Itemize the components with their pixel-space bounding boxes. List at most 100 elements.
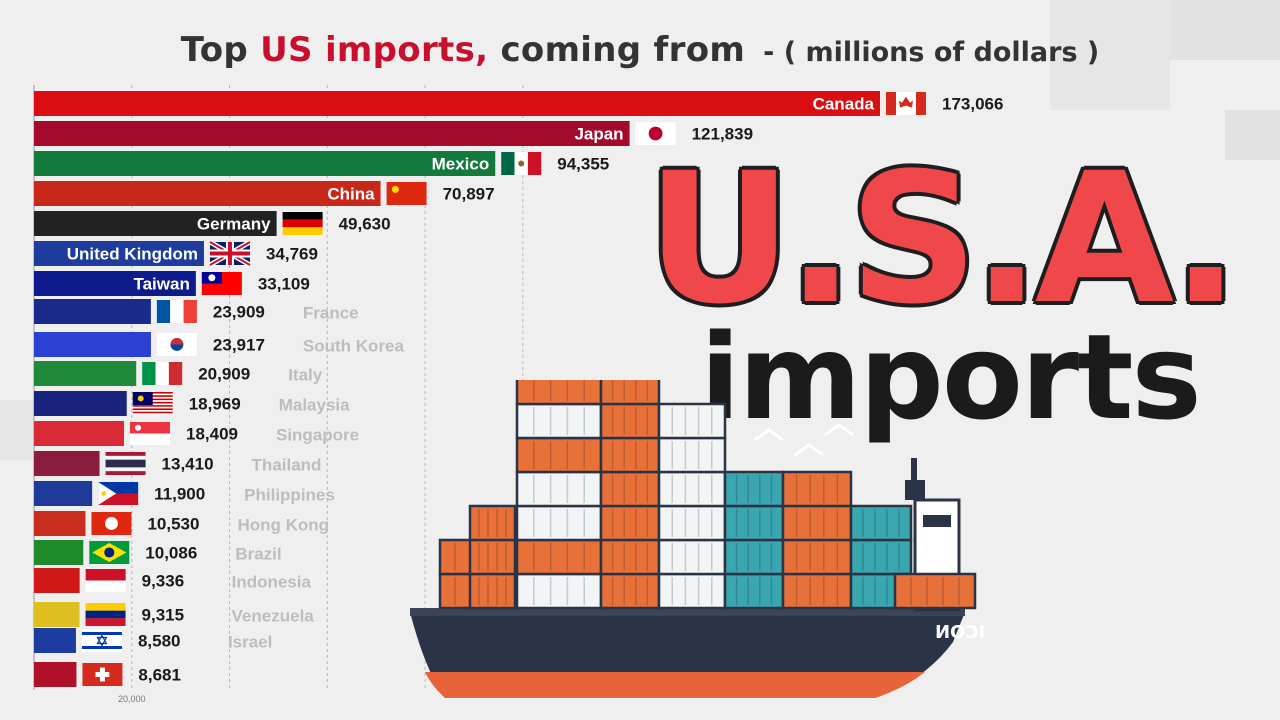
container	[723, 470, 785, 508]
title-suffix: coming from	[488, 30, 746, 70]
bar-label: China	[327, 185, 375, 204]
container	[657, 538, 727, 576]
container	[849, 504, 913, 542]
container	[657, 402, 727, 440]
x-tick-label: 20,000	[118, 694, 146, 704]
value-label: 173,066	[942, 95, 1003, 114]
container	[599, 504, 661, 542]
headline-imports: imports	[700, 308, 1202, 446]
category-label: Singapore	[276, 426, 359, 445]
flag-thailand-icon	[105, 452, 146, 475]
container	[515, 504, 603, 542]
value-label: 10,530	[147, 515, 199, 534]
bar	[34, 271, 196, 296]
flag-israel-icon	[81, 629, 122, 652]
container	[599, 402, 661, 440]
value-label: 18,969	[189, 395, 241, 414]
container	[781, 504, 853, 542]
background-tile	[0, 400, 34, 460]
bar	[34, 211, 277, 236]
container	[515, 538, 603, 576]
chart-units: - ( millions of dollars )	[763, 37, 1100, 68]
flag-singapore-icon	[129, 422, 170, 445]
bar	[34, 299, 151, 324]
flag-indonesia-icon	[85, 569, 126, 592]
bar	[34, 481, 93, 506]
container	[599, 436, 661, 474]
value-label: 49,630	[339, 215, 391, 234]
flag-uk-icon	[208, 239, 252, 268]
container	[657, 436, 727, 474]
category-label: Hong Kong	[237, 516, 329, 535]
container	[599, 538, 661, 576]
container	[468, 572, 517, 610]
bar-label: Mexico	[432, 155, 490, 174]
container	[515, 470, 603, 508]
container	[781, 538, 853, 576]
bar	[34, 121, 630, 146]
bar-label: Germany	[197, 215, 271, 234]
value-label: 9,315	[142, 606, 185, 625]
container	[515, 436, 603, 474]
container	[599, 380, 661, 406]
value-label: 94,355	[557, 155, 609, 174]
category-label: Brazil	[235, 545, 281, 564]
bar	[34, 568, 80, 593]
value-label: 8,681	[138, 666, 181, 685]
container	[723, 538, 785, 576]
category-label: Indonesia	[232, 573, 312, 592]
container	[723, 504, 785, 542]
value-label: 121,839	[692, 125, 753, 144]
flag-japan-icon	[635, 122, 676, 145]
container	[657, 470, 727, 508]
flag-taiwan-icon	[201, 272, 242, 295]
container	[781, 572, 853, 610]
bar	[34, 181, 381, 206]
flag-switzerland-icon	[82, 663, 123, 686]
background-tile	[1050, 0, 1170, 110]
container	[468, 504, 517, 542]
container	[468, 538, 517, 576]
value-label: 13,410	[162, 455, 214, 474]
container	[893, 572, 977, 610]
category-label: France	[303, 304, 359, 323]
value-label: 70,897	[443, 185, 495, 204]
bar	[34, 662, 77, 687]
flag-canada-icon	[886, 92, 926, 115]
flag-germany-icon	[282, 212, 323, 235]
flag-italy-icon	[142, 362, 183, 385]
ship-name: ICON	[935, 622, 985, 643]
container	[849, 538, 913, 576]
value-label: 8,580	[138, 632, 181, 651]
category-label: Malaysia	[279, 396, 350, 415]
flag-hong-kong-icon	[91, 512, 132, 535]
container	[781, 470, 853, 508]
bar-label: Japan	[574, 125, 623, 144]
value-label: 20,909	[198, 365, 250, 384]
flag-venezuela-icon	[85, 603, 126, 626]
container	[515, 572, 603, 610]
category-label: Israel	[228, 633, 272, 652]
bar	[34, 511, 86, 536]
flag-malaysia-icon	[132, 392, 173, 415]
bar-label: Canada	[813, 95, 875, 114]
value-label: 9,336	[142, 572, 185, 591]
value-label: 18,409	[186, 425, 238, 444]
bar	[34, 151, 496, 176]
bar	[34, 241, 204, 266]
container	[515, 380, 603, 406]
category-label: Thailand	[252, 456, 322, 475]
flag-south-korea-icon	[156, 333, 197, 356]
chart-title: Top US imports, coming from - ( millions …	[0, 30, 1280, 70]
flag-philippines-icon	[98, 482, 139, 505]
value-label: 34,769	[266, 245, 318, 264]
category-label: Philippines	[244, 486, 335, 505]
container	[515, 402, 603, 440]
value-label: 23,917	[213, 336, 265, 355]
title-prefix: Top	[180, 30, 261, 70]
bar-label: United Kingdom	[67, 245, 198, 264]
category-label: Italy	[288, 366, 323, 385]
container	[599, 470, 661, 508]
bar	[34, 391, 127, 416]
background-tile	[1225, 110, 1280, 160]
